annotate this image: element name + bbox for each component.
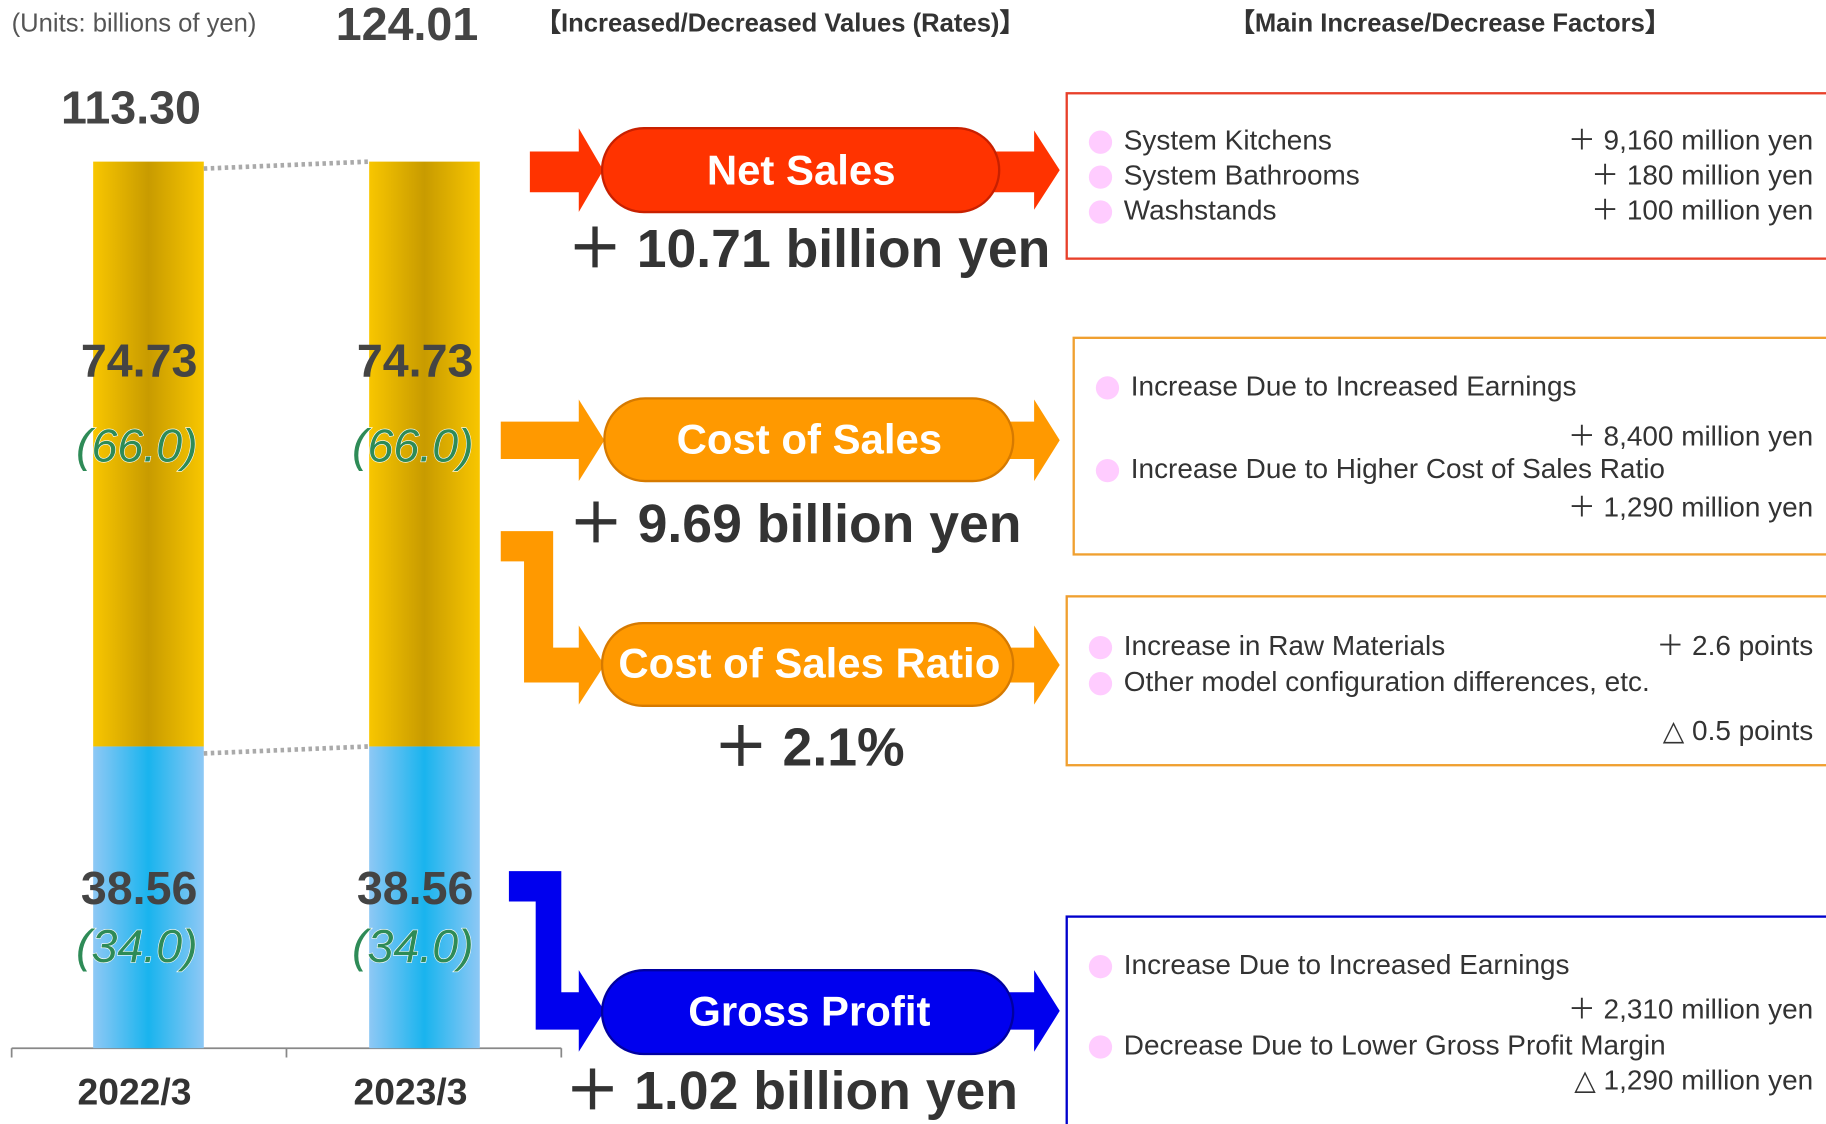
segment-label: 38.56	[357, 862, 474, 914]
factor-box	[1065, 595, 1826, 767]
segment-label: 38.56	[81, 862, 198, 914]
item-change: ＋ 2.1%	[714, 718, 904, 777]
factor-box	[1065, 92, 1826, 260]
heading: 【Main Increase/Decrease Factors】	[1229, 8, 1670, 37]
segment-label: 74.73	[357, 335, 474, 387]
factor-value: ＋ 1,290 million yen	[1568, 491, 1813, 522]
item-name: Gross Profit	[688, 988, 930, 1035]
factor-box	[1065, 915, 1826, 1124]
factor-text: System Bathrooms	[1124, 159, 1360, 190]
unit-note: (Units: billions of yen)	[12, 9, 257, 37]
connectors	[500, 128, 1060, 1052]
factor-value: ＋ 9,160 million yen	[1568, 125, 1813, 156]
factor-value: ＋ 2.6 points	[1656, 630, 1813, 661]
share-label: (66.0)	[76, 420, 198, 472]
share-label: (66.0)	[352, 420, 474, 472]
total-label: 124.01	[336, 0, 478, 50]
factor-text: Increase Due to Increased Earnings	[1131, 370, 1577, 401]
x-tick-label: 2022/3	[78, 1071, 192, 1113]
factor-value: ＋ 180 million yen	[1591, 159, 1813, 190]
item-change: ＋ 10.71 billion yen	[568, 220, 1050, 279]
item-name: Net Sales	[707, 147, 896, 194]
factor-text: Increase in Raw Materials	[1124, 630, 1445, 661]
bar-segment	[93, 746, 204, 1049]
bullets	[1088, 130, 1120, 1059]
factor-text: Decrease Due to Lower Gross Profit Margi…	[1124, 1029, 1666, 1060]
pill	[600, 127, 1001, 214]
connector	[203, 159, 370, 171]
x-axis	[10, 1047, 563, 1058]
factor-box	[1072, 336, 1826, 556]
connector	[203, 744, 370, 756]
x-tick-label: 2023/3	[354, 1071, 468, 1113]
item-name: Cost of Sales Ratio	[618, 639, 1000, 686]
factor-text: Washstands	[1124, 194, 1277, 225]
heading: 【Increased/Decreased Values (Rates)】	[535, 8, 1025, 37]
item-name: Cost of Sales	[677, 416, 942, 463]
bar-segment	[369, 746, 480, 1049]
factor-text: Other model configuration differences, e…	[1124, 666, 1650, 697]
bar-segment	[93, 161, 204, 747]
factor-text: Increase Due to Increased Earnings	[1124, 949, 1570, 980]
item-change: ＋ 1.02 billion yen	[566, 1062, 1018, 1121]
share-label: (34.0)	[352, 920, 474, 972]
item-change: ＋ 9.69 billion yen	[569, 495, 1021, 554]
factor-value: ＋ 100 million yen	[1591, 194, 1813, 225]
segment-label: 74.73	[81, 335, 198, 387]
factor-value: ＋ 8,400 million yen	[1568, 420, 1813, 451]
factor-text: Increase Due to Higher Cost of Sales Rat…	[1131, 453, 1665, 484]
factor-value: △ 1,290 million yen	[1574, 1064, 1813, 1095]
factor-value: ＋ 2,310 million yen	[1568, 993, 1813, 1024]
bar-segment	[369, 161, 480, 747]
pill	[603, 397, 1015, 483]
factor-value: △ 0.5 points	[1663, 715, 1813, 746]
total-label: 113.30	[61, 82, 201, 134]
pill	[600, 969, 1015, 1056]
pill	[600, 621, 1015, 707]
factor-text: System Kitchens	[1124, 125, 1332, 156]
share-label: (34.0)	[76, 920, 198, 972]
